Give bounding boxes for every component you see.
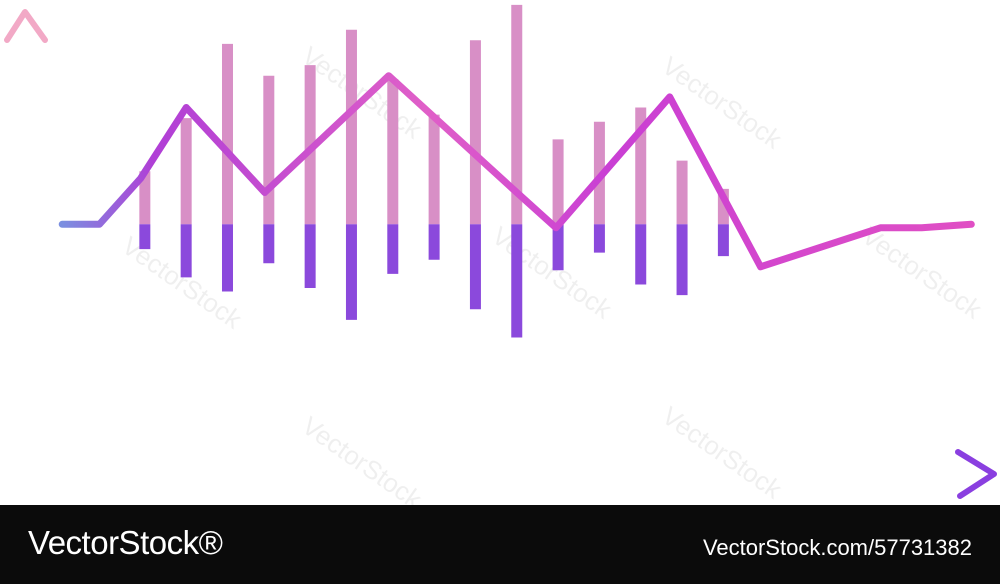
- watermark-text: VectorStock: [657, 400, 789, 505]
- y-axis-arrowhead: [4, 9, 48, 43]
- bar-series: [139, 4, 729, 338]
- line-series: [58, 72, 975, 271]
- footer-bar: VectorStock® VectorStock.com/57731382: [0, 505, 1000, 584]
- x-axis-arrowhead: [955, 449, 997, 499]
- watermark-text: VectorStock: [857, 220, 989, 325]
- image-id: VectorStock.com/57731382: [702, 535, 972, 560]
- brand-logo: VectorStock®: [28, 524, 223, 561]
- watermark-text: VectorStock: [297, 410, 429, 505]
